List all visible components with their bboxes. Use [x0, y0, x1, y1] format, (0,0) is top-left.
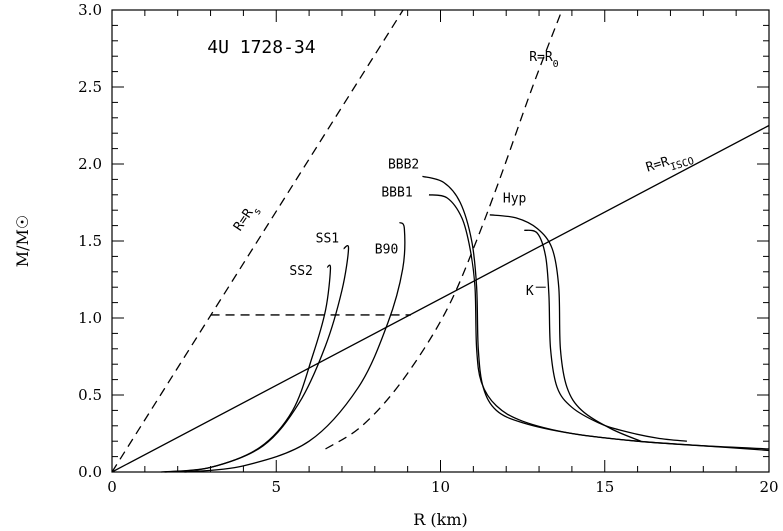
series-ss2: [161, 264, 332, 473]
annotation-label: K: [526, 284, 534, 299]
y-tick-label: 0.5: [78, 386, 102, 404]
plot-frame: [111, 9, 770, 473]
series-k: [524, 229, 687, 442]
annotation-label: R=RISCO: [644, 147, 695, 180]
y-tick-label: 3.0: [78, 1, 102, 19]
annotation-label: R=R0: [529, 50, 559, 70]
annotation-label: SS1: [316, 232, 339, 247]
series-bbb1: [428, 194, 770, 452]
x-tick-label: 15: [595, 478, 614, 496]
x-axis-title: R (km): [413, 510, 467, 529]
annotation-label: SS2: [289, 264, 312, 279]
series-lines: [111, 9, 770, 473]
x-tick-label: 0: [107, 478, 117, 496]
annotation-label: BBB1: [381, 185, 412, 200]
y-tick-label: 1.0: [78, 309, 102, 327]
series-hyp: [489, 214, 642, 442]
y-tick-label: 2.5: [78, 78, 102, 96]
annotation-label: BBB2: [388, 158, 419, 173]
series-ss1: [164, 245, 350, 473]
annotation-label: Hyp: [503, 192, 527, 207]
y-tick-label: 0.0: [78, 463, 102, 481]
series-r-rs: [111, 9, 404, 473]
axis-ticks: [111, 9, 770, 473]
series-b90: [184, 221, 406, 473]
annotations: 4U 1728-34 R=R0 R=Rs R=RISCO BBB2 BBB1 Hyp SS1 S…: [207, 37, 695, 299]
annotation-label: B90: [375, 242, 398, 257]
x-tick-label: 5: [271, 478, 281, 496]
annotation-label: R=Rs: [231, 201, 264, 236]
tick-labels: 0 5 10 15 20 0.0 0.5 1.0 1.5 2.0 2.5 3.0: [78, 1, 778, 496]
x-tick-label: 10: [431, 478, 450, 496]
chart-title: 4U 1728-34: [207, 37, 315, 58]
series-r-risco: [111, 124, 770, 473]
y-axis-title: M/M☉: [13, 215, 32, 268]
x-tick-label: 20: [759, 478, 778, 496]
y-tick-label: 1.5: [78, 232, 102, 250]
y-tick-label: 2.0: [78, 155, 102, 173]
